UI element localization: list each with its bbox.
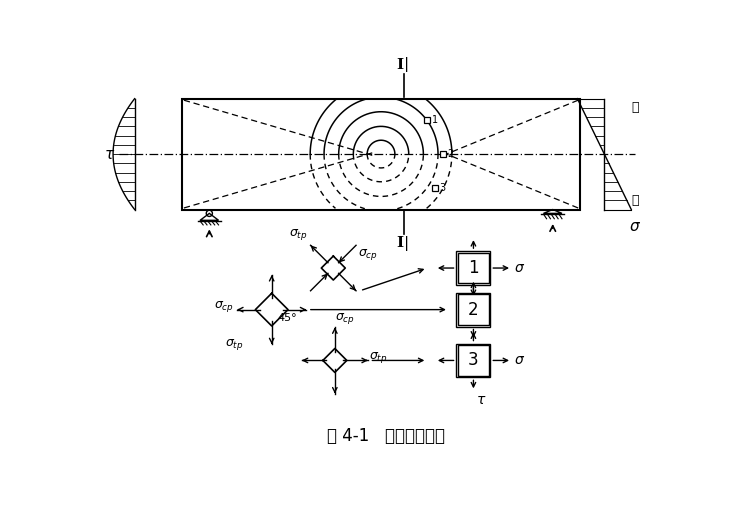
Text: $\sigma$: $\sigma$	[514, 261, 526, 275]
Text: $\sigma$: $\sigma$	[629, 219, 641, 234]
Text: $\tau$: $\tau$	[476, 342, 486, 356]
Text: $\sigma$: $\sigma$	[514, 354, 526, 368]
Text: |: |	[404, 58, 409, 72]
Bar	[456, 343, 490, 377]
Text: 1: 1	[432, 115, 438, 125]
Text: I: I	[396, 236, 403, 250]
Text: $\sigma_{cp}$: $\sigma_{cp}$	[214, 299, 234, 314]
Bar	[182, 99, 580, 210]
Text: 2: 2	[447, 149, 453, 159]
Bar	[425, 117, 431, 123]
Text: 3: 3	[468, 352, 479, 370]
Text: $\sigma_{tp}$: $\sigma_{tp}$	[369, 350, 388, 365]
Text: $\sigma_{tp}$: $\sigma_{tp}$	[289, 227, 308, 242]
Text: $\tau$: $\tau$	[104, 146, 115, 161]
Bar	[458, 253, 489, 283]
Text: 2: 2	[468, 301, 479, 319]
Bar	[456, 292, 490, 326]
Text: 45°: 45°	[278, 313, 298, 323]
Circle shape	[207, 210, 213, 216]
Text: |: |	[404, 236, 409, 251]
Text: 拉: 拉	[631, 194, 639, 207]
Text: $\sigma_{cp}$: $\sigma_{cp}$	[357, 247, 378, 262]
Bar	[458, 294, 489, 325]
Bar	[432, 185, 438, 191]
Text: $\sigma_{cp}$: $\sigma_{cp}$	[335, 311, 354, 326]
Bar	[440, 151, 446, 157]
Text: I: I	[396, 59, 403, 72]
Text: 图 4-1   主应力轨迹线: 图 4-1 主应力轨迹线	[327, 427, 446, 445]
Text: $\tau$: $\tau$	[476, 393, 486, 407]
Text: 压: 压	[631, 101, 639, 115]
Bar	[458, 345, 489, 376]
Text: 1: 1	[468, 259, 479, 277]
Bar	[456, 251, 490, 285]
Text: $\tau$: $\tau$	[476, 300, 486, 315]
Text: 3: 3	[440, 183, 446, 193]
Text: $\sigma_{tp}$: $\sigma_{tp}$	[225, 337, 244, 352]
